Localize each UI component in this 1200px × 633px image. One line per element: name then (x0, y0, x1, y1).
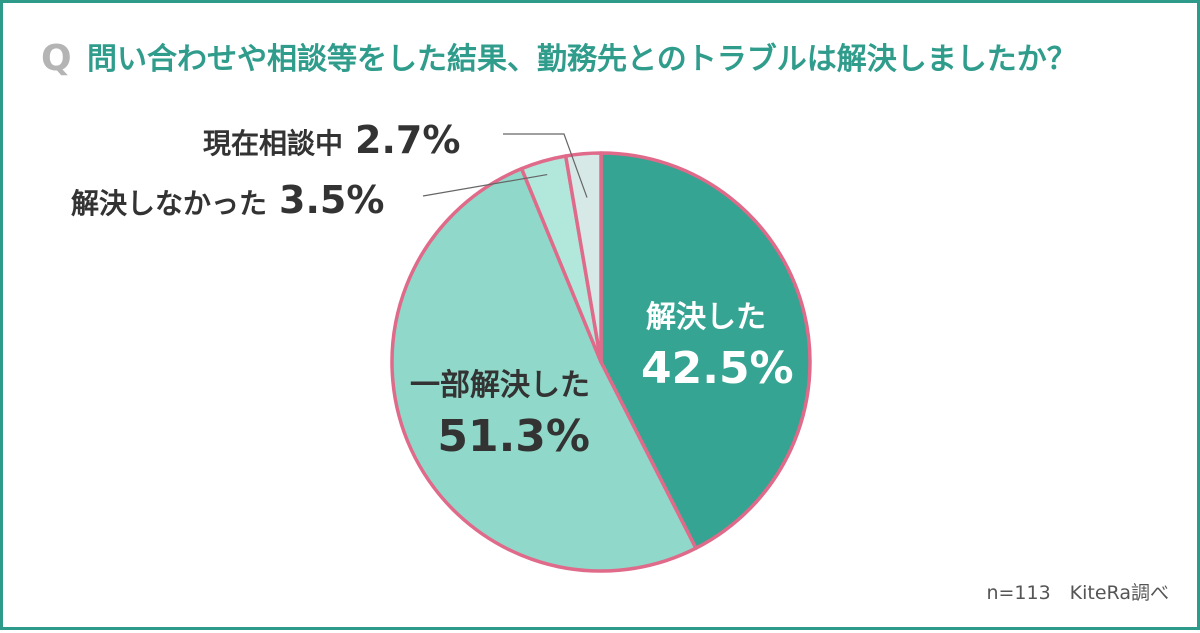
question-q-mark: Q (41, 38, 72, 79)
pie-slice-partial (390, 166, 698, 573)
slice-name-partial: 一部解決した (410, 368, 590, 403)
slice-name-current: 現在相談中 (203, 127, 344, 160)
slice-label-current: 現在相談中 2.7% (203, 121, 460, 159)
leader-line-unsolved (422, 173, 548, 197)
question-title: 問い合わせや相談等をした結果、勤務先とのトラブルは解決しましたか？ (87, 42, 1077, 77)
slice-value-current: 2.7% (355, 118, 461, 162)
footnote: n=113 KiteRa調べ (986, 582, 1169, 604)
pie-slice-current (563, 151, 603, 364)
pie-chart (390, 133, 812, 573)
slice-name-unsolved: 解決しなかった (71, 187, 268, 220)
slice-label-unsolved: 解決しなかった 3.5% (71, 181, 384, 219)
slice-value-partial: 51.3% (437, 411, 590, 462)
pie-slice-resolved (599, 151, 812, 550)
slice-label-resolved: 解決した 42.5% (641, 300, 794, 394)
slice-value-unsolved: 3.5% (279, 178, 385, 222)
slice-label-partial: 一部解決した 51.3% (380, 371, 590, 459)
slice-name-resolved: 解決した (646, 300, 766, 335)
slice-value-resolved: 42.5% (641, 343, 794, 394)
leader-line-current (503, 133, 588, 198)
